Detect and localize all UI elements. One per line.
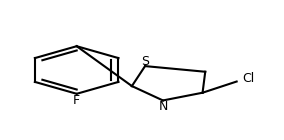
Text: S: S [141, 55, 149, 68]
Text: Cl: Cl [242, 72, 254, 85]
Text: N: N [158, 100, 168, 113]
Text: F: F [73, 94, 80, 107]
